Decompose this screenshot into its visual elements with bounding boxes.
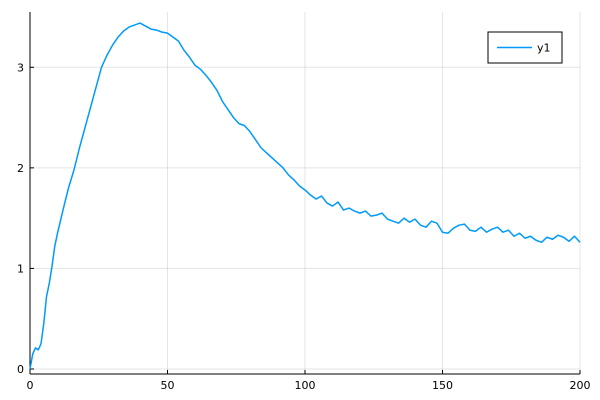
x-tick-label: 200 [570, 379, 591, 392]
x-tick-label: 150 [432, 379, 453, 392]
legend: y1 [487, 31, 563, 64]
x-tick-label: 100 [295, 379, 316, 392]
y-tick-label: 3 [17, 61, 24, 74]
series-line-y1 [29, 22, 581, 370]
y-tick-label: 2 [17, 162, 24, 175]
y-tick-label: 0 [17, 363, 24, 376]
x-tick-label: 50 [161, 379, 175, 392]
legend-label: y1 [537, 42, 551, 55]
grid [29, 12, 581, 374]
ticks: 0 50 100 150 200 0 1 2 3 [17, 61, 591, 392]
x-tick-label: 0 [27, 379, 34, 392]
y-tick-label: 1 [17, 262, 24, 275]
series-layer [29, 22, 581, 370]
